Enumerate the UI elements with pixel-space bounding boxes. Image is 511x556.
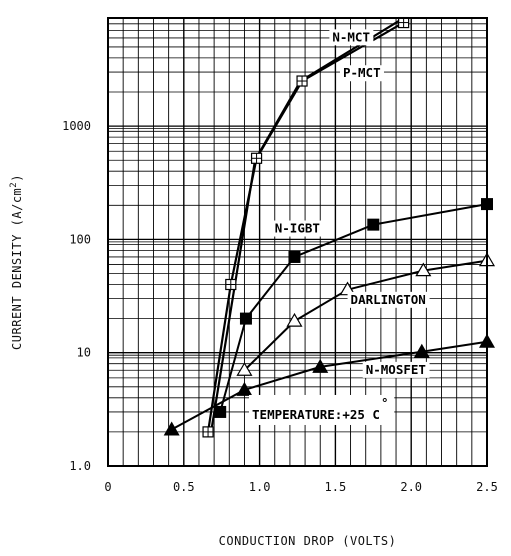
grid	[108, 18, 487, 466]
data-point	[367, 218, 380, 231]
data-point	[202, 426, 214, 438]
data-point	[286, 312, 303, 327]
series-label-darlington: DARLINGTON	[351, 292, 426, 307]
y-axis-title-main: CURRENT DENSITY (A/cm	[10, 188, 24, 350]
x-tick-label: 2.0	[400, 480, 422, 494]
y-tick-labels: 1.0 10 100 1000	[62, 119, 91, 473]
series-label-background	[271, 220, 324, 237]
y-tick-label: 100	[69, 232, 91, 246]
series-label-p-mct: P-MCT	[343, 65, 381, 80]
data-point	[236, 381, 253, 396]
x-tick-label: 0.5	[173, 480, 195, 494]
x-axis-title: CONDUCTION DROP (VOLTS)	[219, 534, 397, 548]
y-tick-label: 1.0	[69, 459, 91, 473]
temperature-annotation-degree: °	[381, 395, 389, 410]
data-point	[225, 278, 237, 291]
data-point	[398, 16, 410, 29]
data-point	[339, 281, 356, 296]
data-point	[413, 343, 430, 358]
temperature-annotation-background	[249, 394, 395, 425]
series-markers	[163, 16, 496, 438]
x-tick-label: 1.0	[249, 480, 271, 494]
series-label-background	[347, 291, 430, 308]
y-axis-title: CURRENT DENSITY (A/cm2)	[9, 174, 24, 350]
data-point	[296, 75, 308, 87]
series-label-n-mct: N-MCT	[332, 29, 370, 44]
data-point	[288, 250, 301, 263]
data-point	[163, 421, 180, 436]
series-label-background	[362, 361, 430, 378]
x-tick-label: 0	[104, 480, 111, 494]
data-point	[415, 262, 432, 277]
y-axis-title-close: )	[10, 174, 24, 182]
series-labels: N-MCT P-MCT N-IGBT DARLINGTON N-MOSFET	[249, 29, 430, 425]
data-point	[250, 152, 263, 164]
y-tick-label: 10	[77, 346, 91, 360]
y-tick-label: 1000	[62, 119, 91, 133]
x-tick-labels: 0 0.5 1.0 1.5 2.0 2.5	[104, 480, 497, 494]
plot-frame	[107, 17, 488, 467]
data-point	[236, 362, 253, 376]
data-point	[214, 405, 227, 418]
x-tick-label: 2.5	[476, 480, 498, 494]
temperature-annotation-text: TEMPERATURE:+25 C	[252, 407, 380, 422]
y-axis-title-superscript: 2	[9, 182, 19, 188]
data-point	[312, 358, 329, 373]
series-label-n-mosfet: N-MOSFET	[366, 362, 426, 377]
series-label-background	[339, 65, 384, 82]
data-point	[239, 312, 252, 325]
x-tick-label: 1.5	[325, 480, 347, 494]
temperature-annotation: TEMPERATURE:+25 C°	[252, 395, 388, 422]
series-label-background	[329, 29, 374, 46]
series-label-n-igbt: N-IGBT	[275, 221, 320, 236]
